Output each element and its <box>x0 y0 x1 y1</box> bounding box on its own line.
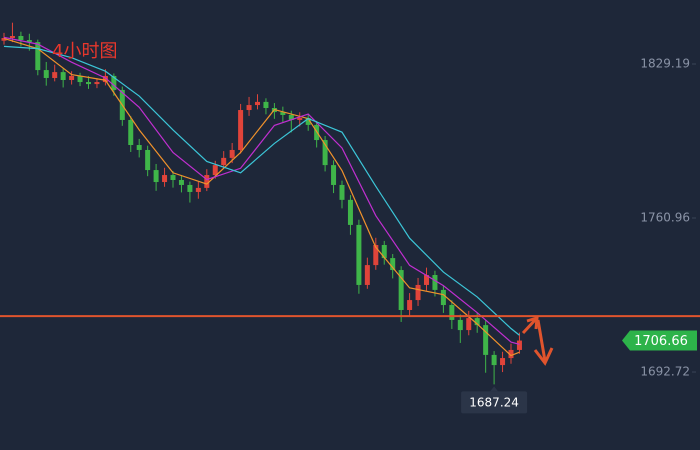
price-tag-label: 1706.66 <box>634 334 688 349</box>
candle-body <box>187 184 193 192</box>
candle-body <box>288 114 294 120</box>
candle-body <box>111 75 117 90</box>
candle-body <box>255 101 260 106</box>
candle-body <box>398 270 404 310</box>
candle-body <box>86 82 91 85</box>
arrowhead-up <box>526 315 539 330</box>
candle-body <box>9 35 15 39</box>
candle-body <box>162 175 168 183</box>
candle-body <box>457 319 463 331</box>
arrowhead-down <box>533 347 554 366</box>
overlay <box>521 315 554 366</box>
candle-body <box>364 265 370 285</box>
candle-body <box>440 289 446 306</box>
candle-body <box>246 105 252 111</box>
candle-body <box>491 354 497 366</box>
candle-body <box>204 175 210 188</box>
moving-average-line <box>3 37 520 357</box>
candle-body <box>238 110 244 150</box>
candle-body <box>373 244 379 266</box>
candle-body <box>26 40 32 43</box>
candle-body <box>280 112 286 115</box>
candle-body <box>356 224 362 285</box>
candle-body <box>508 349 514 359</box>
y-tick-label: 1760.96 <box>640 211 690 225</box>
candle-body <box>153 170 159 183</box>
chart-annotation: 4小时图 <box>52 41 117 62</box>
plot-area: 1692.72 1760.96 1829.19 1706.66 1687.24 <box>0 22 700 414</box>
candle-body <box>415 284 421 301</box>
y-tick-label: 1829.19 <box>640 57 690 71</box>
price-tag <box>622 330 697 351</box>
candle-body <box>449 305 455 320</box>
moving-average-line <box>3 45 520 336</box>
candle-body <box>60 72 66 81</box>
candle-body <box>381 244 387 259</box>
candle-body <box>322 140 328 166</box>
y-tick-label: 1692.72 <box>640 365 690 379</box>
candle-body <box>229 149 235 158</box>
candle-body <box>221 157 227 166</box>
candle-body <box>43 70 49 78</box>
candle-body <box>347 199 353 225</box>
moving-average-line <box>3 36 520 345</box>
candle-body <box>94 82 100 85</box>
candle-body <box>339 184 345 200</box>
candle-body <box>178 179 184 185</box>
arrow-up <box>521 317 538 335</box>
candle-body <box>52 72 58 78</box>
candle-body <box>128 119 134 146</box>
candle-body <box>466 318 472 331</box>
low-marker-box <box>461 391 528 414</box>
candle-body <box>331 165 337 185</box>
candle-body <box>195 187 201 192</box>
candle-body <box>263 101 269 108</box>
candle-body <box>35 42 41 71</box>
arrow-down <box>536 319 547 362</box>
candle-body <box>483 325 489 355</box>
candle-body <box>500 358 506 366</box>
candle-body <box>424 275 429 285</box>
candle-body <box>516 340 522 350</box>
candle-body <box>69 75 75 81</box>
candle-body <box>1 38 7 41</box>
candle-body <box>297 117 303 120</box>
candle-body <box>432 275 438 290</box>
candle-body <box>102 75 108 83</box>
candle-body <box>18 35 24 41</box>
candle-body <box>77 75 83 83</box>
candle-body <box>145 149 151 171</box>
candle-body <box>136 145 142 150</box>
low-marker-label: 1687.24 <box>469 395 519 409</box>
candle-body <box>170 175 176 180</box>
candle-body <box>407 300 413 310</box>
candle-body <box>305 117 311 125</box>
candle-body <box>390 258 396 271</box>
candle-body <box>474 318 480 326</box>
candle-body <box>212 165 218 176</box>
low-marker-pointer <box>490 386 499 392</box>
